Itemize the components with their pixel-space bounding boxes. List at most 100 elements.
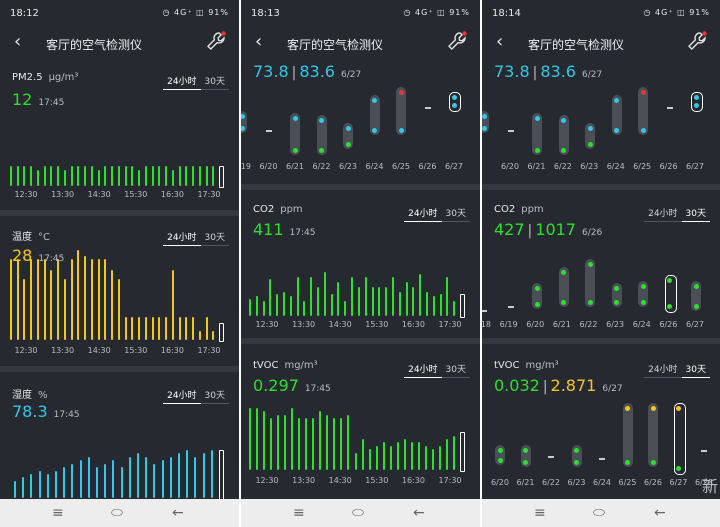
menu-nav-icon[interactable]: ≡ bbox=[52, 505, 64, 521]
chart-point bbox=[561, 147, 566, 153]
tvoc-label-text: tVOC bbox=[494, 360, 520, 371]
home-nav-icon[interactable]: ⬭ bbox=[352, 505, 364, 521]
chart-range-pill bbox=[585, 259, 595, 307]
axis-tick-label: 16:30 bbox=[401, 320, 425, 329]
chart-point bbox=[561, 299, 566, 305]
chart-bar bbox=[87, 456, 90, 498]
chart-point bbox=[587, 261, 593, 267]
chart-bar bbox=[296, 276, 299, 316]
back-arrow-icon[interactable]: ‹ bbox=[14, 31, 22, 52]
chart-range-pill bbox=[495, 445, 505, 465]
chart-range-pill bbox=[638, 281, 648, 307]
toggle-30d[interactable]: 30天 bbox=[681, 204, 710, 222]
co2-range-value: 427 | 1017 6/26 bbox=[494, 220, 602, 239]
chart-point bbox=[372, 97, 377, 103]
toggle-30d[interactable]: 30天 bbox=[200, 72, 229, 90]
chart-bar bbox=[312, 418, 315, 470]
back-arrow-icon[interactable]: ‹ bbox=[255, 31, 263, 52]
settings-wrench-icon[interactable] bbox=[446, 30, 468, 52]
toggle-24h[interactable]: 24小时 bbox=[404, 204, 442, 222]
chart-bar bbox=[210, 450, 213, 498]
axis-tick-label: 6/27 bbox=[669, 478, 688, 487]
chart-bar bbox=[337, 281, 340, 316]
toggle-24h[interactable]: 24小时 bbox=[644, 204, 682, 222]
toggle-30d[interactable]: 30天 bbox=[441, 204, 470, 222]
chart-point bbox=[451, 94, 457, 100]
co2-label-text: CO2 bbox=[253, 204, 275, 215]
home-nav-icon[interactable]: ⬭ bbox=[593, 505, 605, 521]
chart-range-pill bbox=[673, 403, 686, 475]
axis-tick-label: 6/24 bbox=[365, 162, 384, 171]
settings-wrench-icon[interactable] bbox=[205, 30, 227, 52]
menu-nav-icon[interactable]: ≡ bbox=[534, 505, 546, 521]
toggle-30d[interactable]: 30天 bbox=[441, 360, 470, 378]
toggle-30d[interactable]: 30天 bbox=[681, 360, 710, 378]
chart-bar bbox=[198, 331, 201, 340]
home-nav-icon[interactable]: ⬭ bbox=[111, 505, 123, 521]
humidity-range-card: 73.8|83.6 6/27 6/19 6/20 6/21 6/22 6/23 6/24 6/… bbox=[241, 60, 480, 184]
hum-min: 73.8 bbox=[253, 62, 289, 81]
chart-point bbox=[561, 269, 566, 275]
settings-wrench-icon[interactable] bbox=[686, 30, 708, 52]
toggle-30d[interactable]: 30天 bbox=[200, 228, 229, 246]
chart-bar bbox=[70, 166, 73, 186]
chart-point bbox=[693, 303, 699, 309]
chart-flat-mark bbox=[507, 306, 514, 308]
chart-bar bbox=[351, 276, 354, 316]
chart-bar bbox=[97, 258, 100, 340]
chart-range-pill bbox=[532, 113, 542, 155]
tvoc-unit: mg/m³ bbox=[284, 360, 318, 371]
chart-bar bbox=[277, 414, 280, 470]
axis-tick-label: 6/20 bbox=[259, 162, 278, 171]
chart-point bbox=[640, 283, 646, 289]
axis-tick-label: 6/21 bbox=[516, 478, 535, 487]
divider bbox=[482, 184, 720, 190]
chart-bar bbox=[63, 467, 66, 498]
chart-bar bbox=[158, 166, 161, 186]
chart-point bbox=[693, 283, 699, 289]
chart-point bbox=[534, 147, 540, 153]
back-nav-icon[interactable]: ← bbox=[172, 505, 184, 521]
chart-bar bbox=[16, 166, 19, 186]
pm25-range-toggle: 24小时 30天 bbox=[163, 72, 229, 90]
toggle-24h[interactable]: 24小时 bbox=[644, 360, 682, 378]
back-nav-icon[interactable]: ← bbox=[413, 505, 425, 521]
temperature-card: 温度 °C 24小时 30天 28 17:45 12:30 13:30 14:30 15:3… bbox=[0, 216, 239, 366]
pm25-label-text: PM2.5 bbox=[12, 72, 43, 83]
chart-bar bbox=[63, 170, 66, 186]
axis-tick-label: 12:30 bbox=[255, 476, 279, 485]
axis-tick-label: 6/24 bbox=[632, 320, 651, 329]
menu-nav-icon[interactable]: ≡ bbox=[293, 505, 305, 521]
chart-bar bbox=[310, 276, 313, 316]
toggle-30d[interactable]: 30天 bbox=[200, 386, 229, 404]
chart-point bbox=[241, 113, 245, 119]
value-separator: | bbox=[291, 65, 297, 81]
chart-point bbox=[534, 285, 540, 291]
chart-bar bbox=[30, 166, 33, 186]
pm25-unit: μg/m³ bbox=[48, 72, 79, 83]
back-nav-icon[interactable]: ← bbox=[654, 505, 666, 521]
chart-point bbox=[482, 113, 487, 119]
status-time: 18:13 bbox=[251, 8, 280, 19]
chart-point bbox=[693, 102, 699, 108]
back-arrow-icon[interactable]: ‹ bbox=[496, 31, 504, 52]
chart-range-pill bbox=[290, 113, 300, 155]
chart-bar bbox=[323, 272, 326, 316]
toggle-24h[interactable]: 24小时 bbox=[163, 72, 201, 90]
chart-bar bbox=[117, 166, 120, 186]
co2-value: 411 17:45 bbox=[253, 220, 315, 239]
chart-bar bbox=[405, 281, 408, 316]
co2-time: 17:45 bbox=[289, 228, 316, 238]
toggle-24h[interactable]: 24小时 bbox=[163, 386, 201, 404]
chart-bar bbox=[319, 411, 322, 470]
chart-bar bbox=[161, 460, 164, 498]
chart-flat-mark bbox=[666, 107, 673, 109]
chart-bar bbox=[283, 291, 286, 316]
chart-bar bbox=[111, 270, 114, 340]
axis-tick-label: 16:30 bbox=[160, 190, 184, 199]
toggle-24h[interactable]: 24小时 bbox=[163, 228, 201, 246]
toggle-24h[interactable]: 24小时 bbox=[404, 360, 442, 378]
axis-tick-label: 6/27 bbox=[686, 320, 704, 329]
axis-tick-label: 6/24 bbox=[606, 162, 625, 171]
chart-point bbox=[640, 89, 646, 95]
